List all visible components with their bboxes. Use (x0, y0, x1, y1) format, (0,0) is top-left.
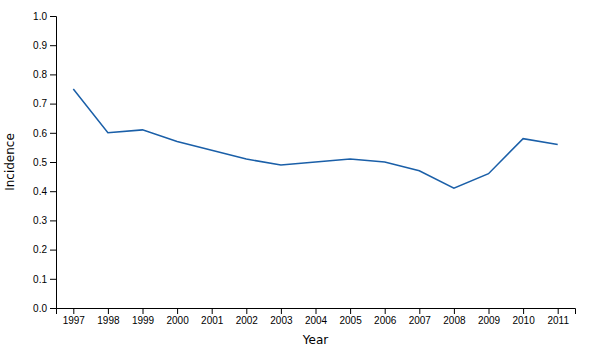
y-axis: 0.0 0.1 0.2 0.3 0.4 0.5 0.6 0.7 0.8 0.9 1.0 (33, 11, 56, 314)
tick-mark (50, 45, 56, 46)
tick: 0.9 (33, 40, 56, 51)
tick: 0.8 (33, 69, 56, 80)
tick: 0.4 (33, 186, 56, 197)
x-axis: 1997 1998 1999 2000 2001 2002 2003 2004 2005 2006… (57, 308, 576, 326)
tick-label: 0.8 (33, 69, 47, 80)
tick: 2003 (270, 308, 293, 326)
tick: 1999 (132, 308, 155, 326)
tick: 2002 (236, 308, 259, 326)
tick: 1998 (97, 308, 120, 326)
tick-label: 2001 (201, 315, 224, 326)
tick: 2005 (339, 308, 362, 326)
tick-mark (385, 308, 386, 314)
tick-mark (281, 308, 282, 314)
tick-label: 0.7 (33, 98, 47, 109)
tick-label: 2008 (443, 315, 466, 326)
tick: 2006 (374, 308, 397, 326)
x-axis-title: Year (302, 333, 328, 347)
chart: 1997 1998 1999 2000 2001 2002 2003 2004 2005 2006… (0, 0, 593, 352)
tick-label: 0.2 (33, 244, 47, 255)
tick-mark (177, 308, 178, 314)
tick-mark (212, 308, 213, 314)
tick: 0.7 (33, 98, 56, 109)
tick-mark (50, 279, 56, 280)
tick: 2004 (305, 308, 328, 326)
tick-label: 2005 (339, 315, 362, 326)
tick: 2008 (443, 308, 466, 326)
tick-mark (50, 16, 56, 17)
tick-label: 0.4 (33, 186, 47, 197)
tick-label: 1999 (132, 315, 155, 326)
tick-label: 0.1 (33, 274, 47, 285)
tick-mark (50, 220, 56, 221)
tick-mark (558, 308, 559, 314)
tick-mark (108, 308, 109, 314)
tick-mark (316, 308, 317, 314)
tick-label: 2000 (166, 315, 189, 326)
plot: 1997 1998 1999 2000 2001 2002 2003 2004 2005 2006… (3, 11, 576, 347)
tick-mark (50, 104, 56, 105)
tick-mark (50, 191, 56, 192)
tick: 0.0 (33, 303, 56, 314)
axis-line (50, 17, 57, 309)
tick-mark (143, 308, 144, 314)
tick-mark (50, 162, 56, 163)
tick-label: 2004 (305, 315, 328, 326)
tick: 0.1 (33, 274, 56, 285)
tick-mark (50, 133, 56, 134)
tick: 2010 (512, 308, 535, 326)
tick: 0.5 (33, 157, 56, 168)
tick-label: 2010 (512, 315, 535, 326)
tick-mark (50, 74, 56, 75)
tick: 2007 (409, 308, 432, 326)
tick-mark (246, 308, 247, 314)
tick: 0.3 (33, 215, 56, 226)
tick-label: 1998 (97, 315, 120, 326)
y-axis-title: Incidence (3, 133, 17, 191)
tick-label: 0.3 (33, 215, 47, 226)
tick-label: 2002 (236, 315, 259, 326)
tick: 1997 (63, 308, 86, 326)
tick-mark (50, 250, 56, 251)
tick: 2011 (547, 308, 569, 326)
tick-label: 2007 (409, 315, 432, 326)
tick-mark (419, 308, 420, 314)
axis-line (57, 309, 576, 315)
tick-label: 0.5 (33, 157, 47, 168)
marks (73, 89, 557, 188)
line (73, 89, 557, 188)
tick-mark (523, 308, 524, 314)
tick-label: 0.6 (33, 128, 47, 139)
tick-label: 1997 (63, 315, 86, 326)
tick: 0.2 (33, 244, 56, 255)
tick-mark (73, 308, 74, 314)
tick-label: 2003 (270, 315, 293, 326)
tick-mark (454, 308, 455, 314)
tick-label: 0.9 (33, 40, 47, 51)
tick: 2001 (201, 308, 224, 326)
tick-label: 1.0 (33, 11, 47, 22)
tick: 1.0 (33, 11, 56, 22)
tick: 0.6 (33, 128, 56, 139)
tick: 2009 (478, 308, 501, 326)
tick-mark (489, 308, 490, 314)
tick-mark (50, 308, 56, 309)
tick-label: 2009 (478, 315, 501, 326)
tick-label: 2006 (374, 315, 397, 326)
tick-label: 0.0 (33, 303, 47, 314)
tick: 2000 (166, 308, 189, 326)
tick-label: 2011 (547, 315, 569, 326)
tick-mark (350, 308, 351, 314)
